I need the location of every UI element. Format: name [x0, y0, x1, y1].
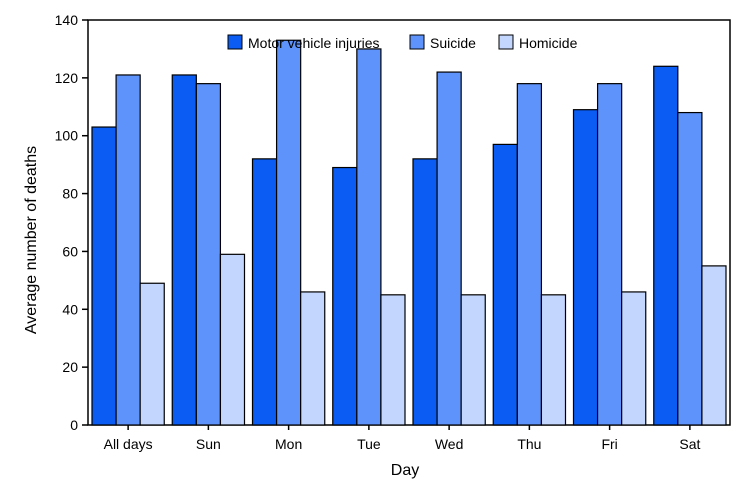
bar-homicide [460, 294, 486, 426]
y-axis-title: Average number of deaths [23, 146, 40, 334]
y-tick-label: 100 [55, 128, 79, 144]
bar-homicide [380, 294, 406, 426]
bar-suicide [356, 48, 382, 426]
bars [91, 39, 727, 426]
bar-motor-vehicle-injuries [653, 65, 679, 426]
bar-motor-vehicle-injuries [91, 126, 117, 426]
bar-motor-vehicle-injuries [332, 166, 358, 426]
bar-suicide [677, 111, 703, 426]
bar-homicide [621, 291, 647, 426]
y-tick-label: 140 [55, 12, 79, 28]
x-tick-label: Tue [357, 436, 381, 452]
bar-motor-vehicle-injuries [251, 158, 278, 426]
bar-suicide [436, 71, 462, 426]
x-tick-label: Wed [435, 436, 464, 452]
y-tick-label: 60 [62, 243, 78, 259]
legend: Motor vehicle injuries Suicide Homicide [227, 34, 578, 51]
y-tick-label: 80 [62, 186, 78, 202]
x-tick-label: Thu [517, 436, 541, 452]
x-axis-title: Day [391, 462, 419, 479]
bar-motor-vehicle-injuries [492, 143, 518, 426]
bar-motor-vehicle-injuries [412, 158, 438, 426]
y-tick-label: 0 [70, 417, 78, 433]
plot-area [87, 19, 731, 426]
bar-homicide [300, 291, 326, 426]
legend-swatch [409, 34, 425, 50]
x-tick-label: All days [104, 436, 153, 452]
x-tick-label: Sat [679, 436, 700, 452]
bar-homicide [219, 253, 246, 426]
y-tick-label: 20 [62, 359, 78, 375]
bar-motor-vehicle-injuries [572, 109, 599, 426]
legend-swatch [498, 34, 514, 50]
bar-suicide [275, 39, 302, 426]
bar-motor-vehicle-injuries [171, 74, 197, 426]
legend-label: Homicide [519, 35, 578, 51]
x-axis: All days Sun Mon Tue Wed Thu Fri Sat [104, 425, 700, 452]
y-axis: 0 20 40 60 80 100 120 140 [55, 12, 88, 433]
bar-suicide [516, 83, 543, 426]
bar-suicide [115, 74, 141, 426]
y-tick-label: 120 [55, 70, 79, 86]
bar-suicide [596, 83, 623, 426]
x-tick-label: Sun [196, 436, 221, 452]
bar-suicide [195, 83, 222, 426]
x-tick-label: Fri [601, 436, 617, 452]
y-tick-label: 40 [62, 301, 78, 317]
bar-homicide [701, 265, 727, 426]
x-tick-label: Mon [275, 436, 302, 452]
legend-label: Suicide [430, 35, 476, 51]
plot-frame [87, 19, 731, 426]
legend-label: Motor vehicle injuries [248, 35, 380, 51]
legend-swatch [227, 34, 243, 50]
bar-homicide [540, 294, 567, 426]
bar-homicide [139, 282, 165, 426]
